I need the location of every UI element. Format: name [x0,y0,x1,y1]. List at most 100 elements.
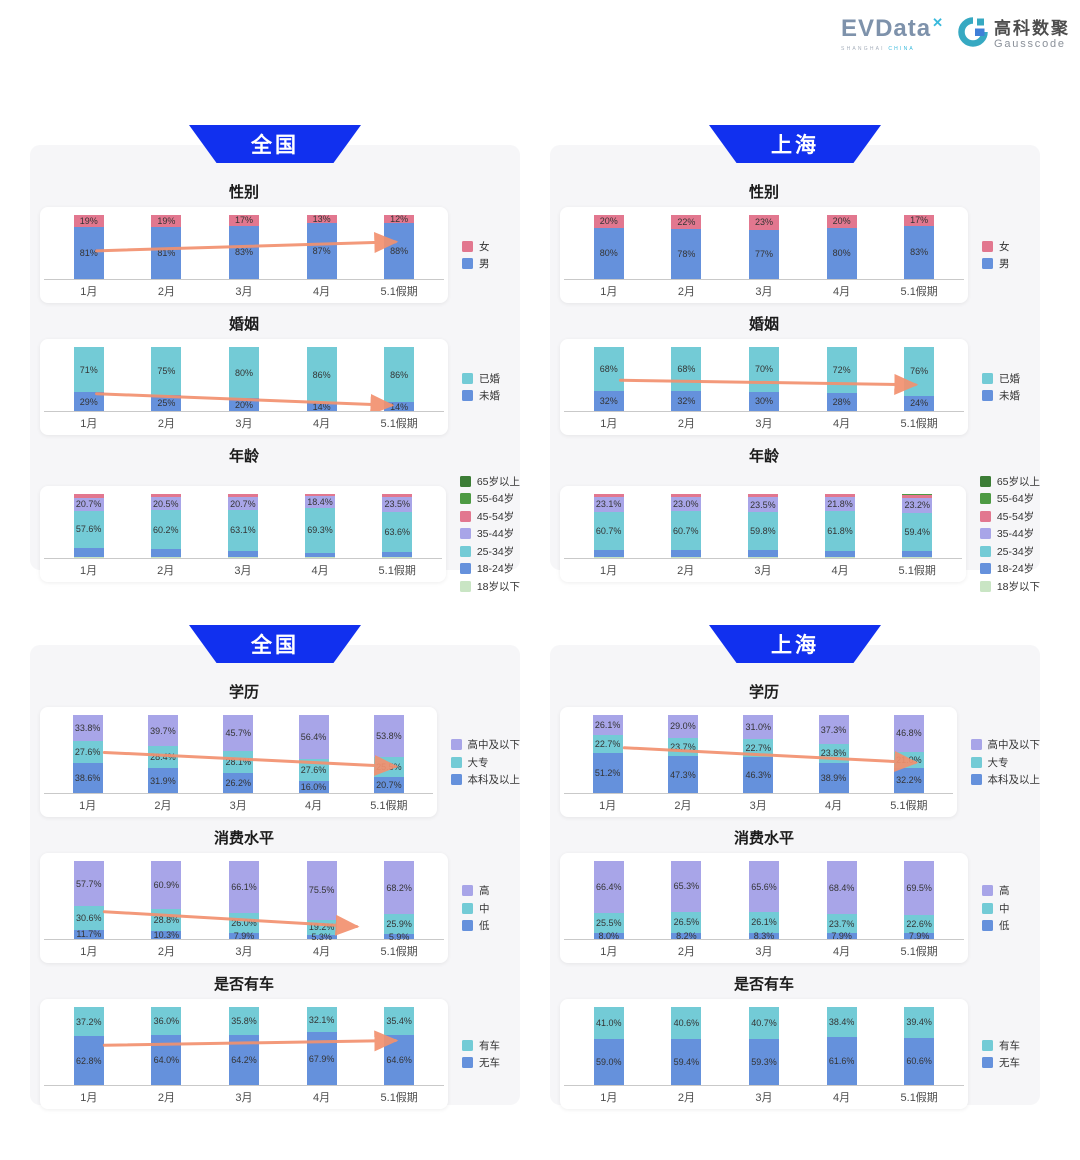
legend-label: 大专 [987,756,1009,769]
bar-segment: 60.2% [150,510,181,549]
legend-item[interactable]: 65岁以上 [979,474,1040,489]
bar-value-label: 28.1% [225,756,251,767]
bar-segment: 68.2% [384,861,415,915]
stacked-bar: 19% 81% [151,215,182,279]
chart-plot: 37.2% 62.8% 36.0% 64.0% 35.8% 64.2% 32.1% 67.9%… [50,1007,438,1085]
stacked-bar: 17% 83% [904,215,935,279]
bar-group: 68% 32% [648,347,726,411]
bar-value-label: 69.3% [307,525,333,536]
legend-item[interactable]: 25-34岁 [459,544,520,559]
bar-value-label: 25% [157,398,176,408]
legend-item[interactable]: 35-44岁 [459,526,520,541]
legend-item[interactable]: 男 [462,256,490,271]
bar-group: 70% 30% [725,347,803,411]
bar-segment: 23.1% [593,496,624,512]
legend-item[interactable]: 18岁以下 [979,579,1040,594]
chart-shanghai: 是否有车 41.0% 59.0% 40.6% 59.4% 40.7% 59.3% 38.4% 6… [550,973,1040,1109]
bar-segment: 64.6% [384,1034,415,1085]
bar-value-label: 87% [312,246,331,257]
bar-value-label: 20.7% [230,498,256,509]
legend-item[interactable]: 男 [982,256,1010,271]
legend-item[interactable]: 高中及以下 [450,737,520,752]
legend-item[interactable]: 大专 [970,755,1041,770]
legend-item[interactable]: 已婚 [462,371,500,386]
bar-value-label: 86% [312,369,331,380]
bar-segment: 26.2% [223,772,254,793]
bar-segment: 12% [384,214,415,224]
bar-value-label: 76% [910,366,929,377]
chart-legend: 高中及以下大专本科及以上 [450,735,521,790]
x-axis-tick-label: 1月 [80,564,98,577]
chart-shanghai: 婚姻 68% 32% 68% 32% 70% 30% 72% 28% 76% 24% 1月 2月 3月 4月… [550,313,1040,435]
legend-swatch-icon [982,1039,993,1051]
legend-label: 18岁以下 [996,580,1040,593]
bar-segment: 78% [671,229,702,279]
legend-item[interactable]: 低 [462,918,490,933]
legend-item[interactable]: 女 [982,239,1010,254]
bar-value-label: 70% [754,364,773,375]
legend-item[interactable]: 18-24岁 [459,561,520,576]
bar-segment [382,552,413,558]
bar-value-label: 29.0% [670,721,696,732]
legend-item[interactable]: 中 [462,901,490,916]
bar-group: 20.7% 63.1% [204,493,281,558]
bar-segment: 17% [228,215,259,226]
legend-item[interactable]: 中 [982,901,1010,916]
legend-label: 65岁以上 [476,475,520,488]
bar-segment: 35.8% [228,1007,259,1035]
legend-item[interactable]: 高 [462,883,490,898]
bar-value-label: 20% [599,216,618,227]
bar-segment: 60.7% [593,511,624,551]
bar-segment: 5.9% [384,932,415,942]
legend-swatch-icon [970,774,982,785]
legend-item[interactable]: 有车 [982,1038,1020,1053]
legend-item[interactable]: 未婚 [982,388,1020,403]
legend-item[interactable]: 35-44岁 [979,526,1040,541]
legend-item[interactable]: 女 [462,239,490,254]
legend-item[interactable]: 高中及以下 [970,737,1040,752]
bar-segment: 19% [73,215,104,228]
section-row: 全国 学历 33.8% 27.6% 38.6% 39.7% 28.4% 31.9% 45.7% 2… [30,625,1050,1109]
legend-item[interactable]: 未婚 [462,388,500,403]
x-axis-tick-label: 1月 [80,1092,98,1104]
bar-segment: 20.7% [373,776,404,793]
bar-group: 31.0% 22.7% 46.3% [721,715,796,793]
bar-segment [902,493,933,495]
legend-item[interactable]: 本科及以上 [450,772,520,787]
x-axis-tick-label: 3月 [755,286,773,298]
chart-plot: 68% 32% 68% 32% 70% 30% 72% 28% 76% 24% [570,347,958,411]
bar-segment: 65.6% [748,861,779,913]
legend-item[interactable]: 45-54岁 [979,509,1040,524]
legend-item[interactable]: 55-64岁 [979,491,1040,506]
legend-swatch-icon [982,902,993,914]
legend-item[interactable]: 25-34岁 [979,544,1040,559]
bar-segment: 20% [228,398,259,411]
legend-item[interactable]: 已婚 [982,371,1020,386]
legend-item[interactable]: 18-24岁 [979,561,1040,576]
legend-item[interactable]: 无车 [462,1055,500,1070]
bar-value-label: 32.1% [308,1014,335,1025]
legend-item[interactable]: 大专 [450,755,521,770]
legend-item[interactable]: 55-64岁 [459,491,520,506]
legend-swatch-icon [982,1057,993,1069]
stacked-bar: 66.4% 25.5% 8.0% [593,861,624,941]
legend-item[interactable]: 本科及以上 [970,772,1040,787]
legend-item[interactable]: 高 [982,883,1010,898]
legend-label: 高 [999,885,1010,897]
bar-segment: 23.7% [826,914,857,933]
bar-value-label: 23.1% [595,499,622,510]
bar-segment: 36.0% [151,1007,182,1036]
x-axis-tick-label: 5.1假期 [890,800,928,812]
legend-item[interactable]: 65岁以上 [459,474,520,489]
legend-item[interactable]: 45-54岁 [459,509,520,524]
bar-value-label: 21.8% [827,499,853,510]
bar-segment: 8.3% [748,931,779,941]
legend-item[interactable]: 18岁以下 [459,579,520,594]
legend-item[interactable]: 无车 [982,1055,1020,1070]
bar-segment: 23.7% [667,737,698,757]
legend-item[interactable]: 低 [982,918,1010,933]
legend-item[interactable]: 有车 [462,1038,500,1053]
chart-card: 66.4% 25.5% 8.0% 65.3% 26.5% 8.2% 65.6% 26.1% 8.… [560,853,968,963]
bar-segment: 22.6% [904,915,935,933]
x-axis-tick-label: 5.1假期 [900,286,938,298]
